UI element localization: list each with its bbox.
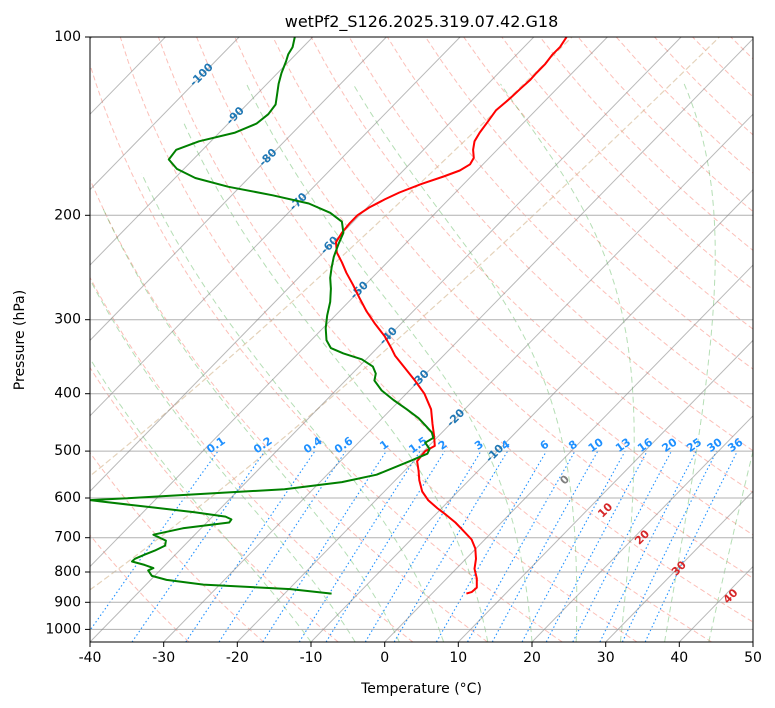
- isotherm-line: [90, 37, 608, 568]
- dry-adiabat-line: [272, 37, 753, 536]
- isotherm-line: [384, 264, 753, 642]
- dewpoint-profile-line: [90, 37, 435, 595]
- moist-adiabat-line: [141, 173, 445, 642]
- moist-adiabat-line: [500, 83, 635, 642]
- dry-adiabat-line: [463, 37, 753, 330]
- temperature-profile-line: [335, 37, 568, 595]
- dry-adiabat-line: [157, 37, 712, 642]
- x-tick-label: 0: [380, 650, 389, 666]
- dry-adiabat-line: [310, 37, 753, 494]
- y-tick-label: 200: [54, 207, 81, 223]
- x-tick-label: 50: [744, 650, 762, 666]
- mixing-ratio-line: [364, 450, 482, 642]
- isotherm-line: [90, 37, 535, 492]
- isotherm-line: [90, 37, 461, 417]
- isotherm-line: [90, 37, 240, 191]
- isotherm-line: [605, 490, 753, 642]
- moist-adiabat-line: [90, 278, 356, 642]
- moist-adiabat-line: [90, 357, 312, 642]
- mixing-ratio-line: [131, 450, 266, 642]
- isobar-gridlines: [90, 37, 753, 630]
- moist-adiabat-line: [102, 208, 400, 642]
- x-tick-label: 30: [597, 650, 615, 666]
- dry-adiabat-line: [234, 37, 753, 579]
- dry-adiabat-line: [119, 37, 638, 642]
- mixing-ratio-line: [218, 450, 347, 642]
- mixing-ratio-line: [262, 450, 387, 642]
- y-tick-label: 900: [54, 594, 81, 610]
- isotherm-line: [163, 38, 753, 642]
- dry-adiabat-line: [196, 37, 753, 623]
- x-tick-label: -20: [226, 650, 249, 666]
- x-tick-label: -40: [79, 650, 102, 666]
- dry-adiabat-line: [501, 37, 753, 291]
- chart-title: wetPf2_S126.2025.319.07.42.G18: [285, 12, 559, 32]
- data-series: [90, 37, 568, 595]
- y-tick-label: 700: [54, 530, 81, 546]
- plot-frame: [89, 36, 754, 643]
- dry-adiabat-line: [90, 276, 414, 642]
- moist-adiabat-line: [708, 448, 753, 642]
- y-axis-label: Pressure (hPa): [12, 290, 28, 390]
- dry-adiabat-line: [90, 534, 190, 642]
- isotherm-line: [236, 113, 753, 642]
- x-tick-label: 10: [449, 650, 467, 666]
- x-axis-ticks: -40 -30 -20 -10 0 10 20 30 40 50: [79, 642, 762, 666]
- moist-adiabat-line: [352, 83, 578, 642]
- x-tick-label: 40: [670, 650, 688, 666]
- y-tick-label: 1000: [45, 621, 81, 637]
- mixing-ratio-line: [298, 450, 421, 642]
- y-tick-label: 500: [54, 443, 81, 459]
- x-axis-label: Temperature (°C): [360, 681, 482, 697]
- y-axis-ticks: 100 200 300 400 500 600 700 800 900 1000: [45, 29, 90, 637]
- mixing-ratio-line: [185, 450, 316, 642]
- y-tick-label: 800: [54, 564, 81, 580]
- x-tick-label: -30: [152, 650, 175, 666]
- isotherm-line: [457, 339, 753, 642]
- mixing-ratio-line: [599, 450, 697, 642]
- dry-adiabat-line: [386, 37, 753, 411]
- mixing-ratio-line: [521, 450, 626, 642]
- dry-adiabats: [90, 37, 753, 642]
- y-tick-label: 300: [54, 312, 81, 328]
- y-tick-label: 600: [54, 490, 81, 506]
- isotherm-line: [531, 415, 753, 642]
- isotherm-line: [310, 188, 753, 642]
- x-tick-label: 20: [523, 650, 541, 666]
- mixing-ratio-line: [621, 450, 718, 642]
- moist-adiabat-line: [246, 83, 533, 642]
- moist-adiabat-line: [664, 83, 716, 642]
- x-tick-label: -10: [300, 650, 323, 666]
- mixing-ratio-line: [467, 450, 576, 642]
- dry-adiabat-line: [90, 366, 339, 642]
- y-tick-label: 400: [54, 386, 81, 402]
- isotherm-line: [90, 37, 387, 342]
- y-tick-label: 100: [54, 29, 81, 45]
- dry-adiabat-line: [90, 63, 563, 642]
